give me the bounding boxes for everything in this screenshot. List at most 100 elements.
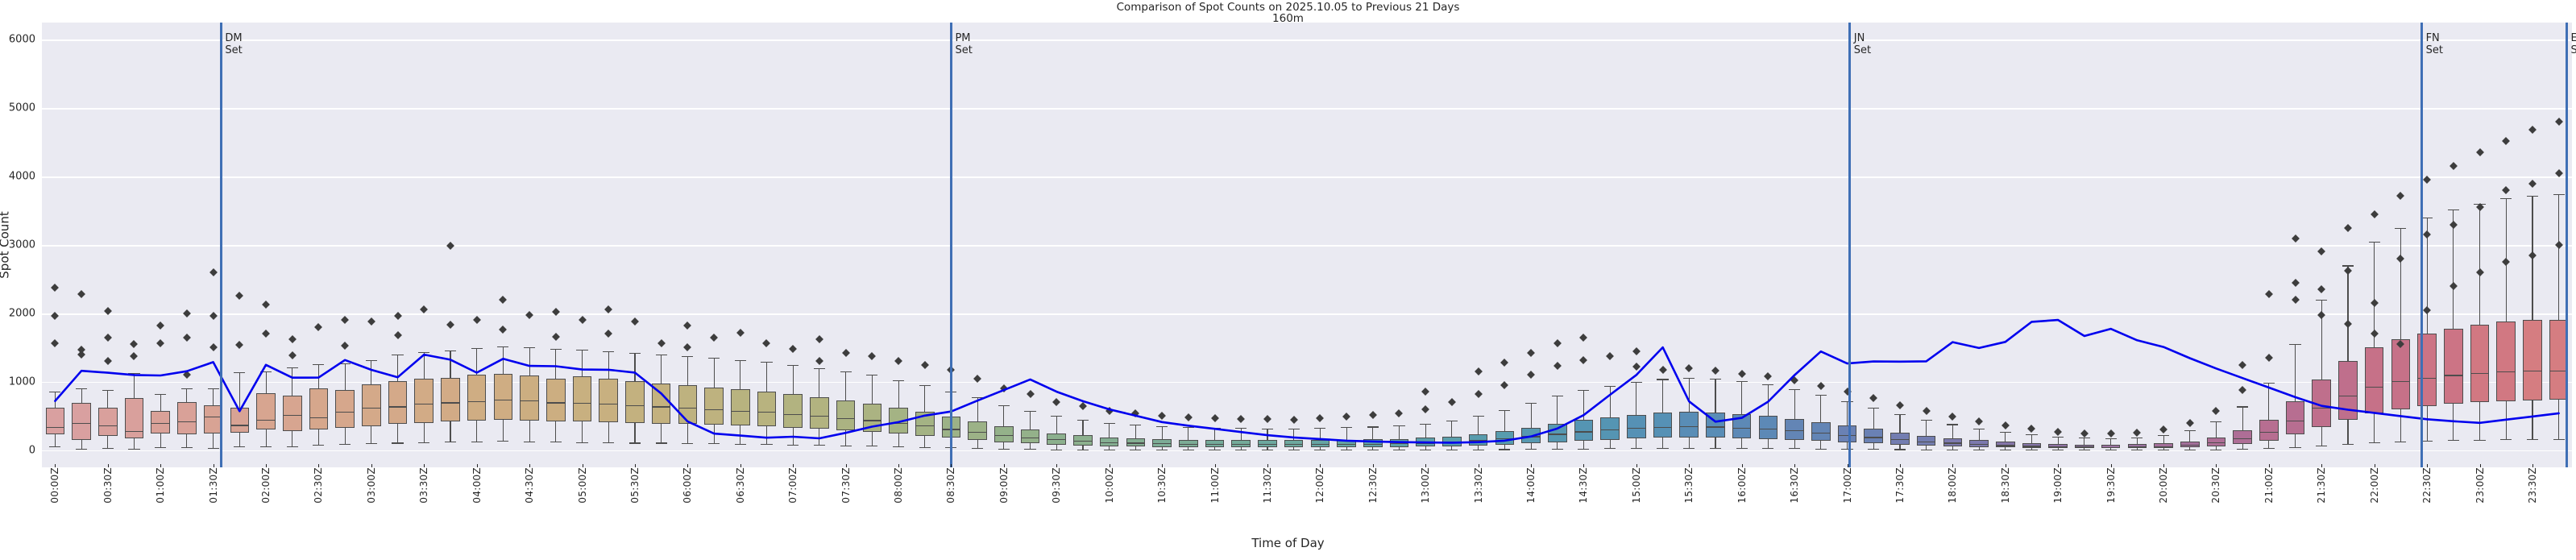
whisker-cap — [1762, 384, 1774, 386]
x-tick-label: 02:00Z — [260, 467, 272, 504]
whisker — [2189, 430, 2191, 450]
box — [1653, 413, 1673, 438]
box — [1363, 439, 1383, 447]
x-tick-mark — [107, 464, 109, 467]
gridline — [42, 450, 2572, 452]
whisker-cap — [1420, 423, 1432, 425]
x-tick-label: 08:30Z — [945, 467, 957, 504]
median-line — [1073, 440, 1093, 442]
box — [730, 389, 750, 426]
whisker-cap — [998, 449, 1010, 450]
whisker-cap — [2184, 430, 2196, 432]
box — [704, 387, 724, 425]
whisker — [2479, 204, 2481, 440]
x-tick-label: 20:30Z — [2210, 467, 2222, 504]
x-tick-mark — [1899, 464, 1901, 467]
x-tick-label: 01:30Z — [207, 467, 219, 504]
median-line — [783, 413, 803, 415]
median-line — [1047, 439, 1067, 441]
x-tick-label: 00:00Z — [49, 467, 61, 504]
x-tick-label: 13:00Z — [1420, 467, 1432, 504]
whisker-cap — [2289, 446, 2301, 449]
whisker-cap — [2342, 443, 2354, 445]
median-line — [1152, 443, 1172, 445]
gridline — [42, 176, 2572, 178]
x-tick-label: 17:30Z — [1894, 467, 1906, 504]
box — [388, 380, 408, 425]
median-line — [2127, 446, 2147, 448]
median-line — [1785, 430, 1804, 432]
whisker-cap — [2526, 439, 2538, 441]
whisker-cap — [1683, 447, 1695, 449]
median-line — [2312, 408, 2332, 409]
box — [2180, 441, 2200, 448]
median-line — [1468, 440, 1488, 442]
x-tick-mark — [951, 464, 952, 467]
x-tick-label: 14:00Z — [1525, 467, 1537, 504]
whisker-cap — [155, 394, 167, 396]
median-line — [1679, 426, 1699, 428]
whisker — [1082, 419, 1084, 450]
x-tick-label: 15:00Z — [1630, 467, 1642, 504]
box — [2154, 443, 2173, 449]
whisker-cap — [1604, 385, 1616, 388]
whisker-cap — [761, 444, 773, 446]
x-tick-label: 20:00Z — [2158, 467, 2170, 504]
whisker-cap — [2368, 442, 2380, 444]
whisker — [1609, 385, 1611, 449]
box — [1574, 420, 1594, 441]
box — [203, 404, 223, 434]
whisker-cap — [1630, 448, 1642, 450]
median-line — [1310, 444, 1330, 446]
whisker — [1530, 403, 1532, 450]
whisker-cap — [972, 448, 984, 450]
box — [97, 408, 118, 436]
median-line — [889, 422, 908, 424]
y-axis-label: Spot Count — [0, 211, 12, 279]
whisker-cap — [813, 367, 825, 369]
median-line — [1864, 437, 1883, 438]
event-vline — [2566, 23, 2568, 467]
whisker-cap — [365, 359, 377, 361]
chart-title: Comparison of Spot Counts on 2025.10.05 … — [1116, 1, 1460, 14]
whisker-cap — [1235, 428, 1247, 429]
whisker — [2347, 265, 2349, 444]
x-tick-mark — [687, 464, 689, 467]
median-line — [45, 426, 65, 429]
box — [1547, 423, 1567, 442]
whisker-cap — [1736, 448, 1748, 450]
box — [1047, 433, 1067, 445]
whisker-cap — [919, 385, 931, 387]
whisker — [1504, 409, 1505, 450]
box — [2338, 361, 2358, 420]
x-tick-mark — [2268, 464, 2270, 467]
whisker — [1873, 408, 1874, 450]
whisker-cap — [1709, 447, 1722, 449]
x-tick-mark — [740, 464, 741, 467]
whisker — [1135, 425, 1136, 450]
box — [2206, 437, 2226, 446]
whisker-cap — [1630, 381, 1642, 383]
chart-subtitle: 160m — [1272, 12, 1304, 25]
whisker-cap — [1604, 448, 1616, 450]
whisker-cap — [2500, 439, 2512, 441]
x-tick-mark — [2532, 464, 2533, 467]
x-tick-label: 08:00Z — [893, 467, 905, 504]
whisker-cap — [734, 444, 746, 446]
whisker-cap — [628, 442, 641, 444]
whisker-cap — [207, 388, 219, 390]
box — [810, 396, 829, 429]
box — [1811, 421, 1831, 442]
whisker — [1056, 416, 1057, 450]
whisker-cap — [892, 380, 905, 382]
median-line — [177, 421, 197, 423]
y-tick-label: 2000 — [8, 307, 35, 320]
box — [256, 393, 276, 430]
whisker-cap — [497, 440, 509, 442]
y-tick-label: 3000 — [8, 239, 35, 251]
whisker-cap — [1499, 409, 1511, 411]
median-line — [388, 406, 408, 408]
whisker-cap — [471, 348, 483, 350]
x-tick-mark — [160, 464, 162, 467]
x-tick-mark — [2058, 464, 2060, 467]
